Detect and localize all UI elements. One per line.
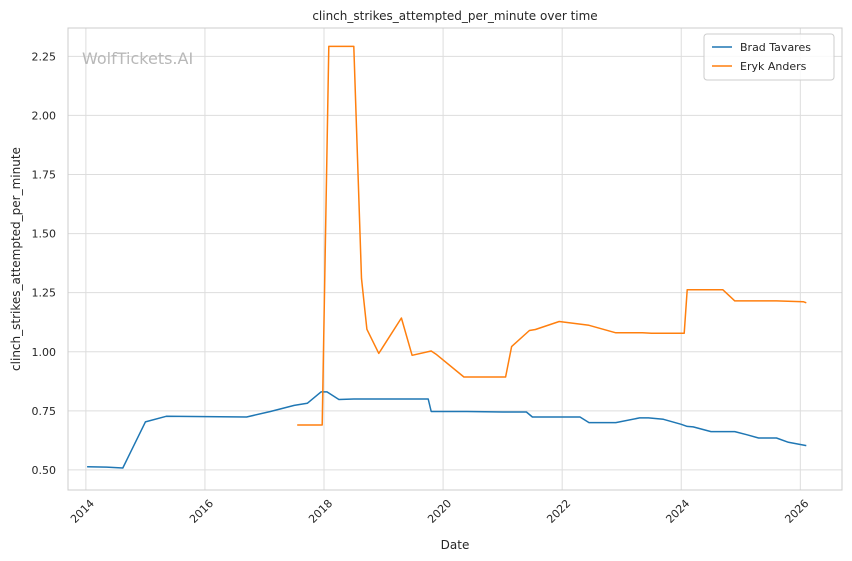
y-tick-label: 2.25 [32, 50, 57, 63]
plot-area-frame [67, 27, 843, 491]
y-tick-label: 1.00 [32, 346, 57, 359]
watermark: WolfTickets.AI [82, 49, 193, 68]
chart-title: clinch_strikes_attempted_per_minute over… [312, 9, 597, 23]
y-axis-label: clinch_strikes_attempted_per_minute [9, 147, 23, 371]
y-tick-label: 1.75 [32, 169, 57, 182]
y-tick-label: 0.75 [32, 405, 57, 418]
y-tick-label: 1.50 [32, 228, 57, 241]
x-axis-label: Date [441, 538, 470, 552]
y-tick-label: 2.00 [32, 109, 57, 122]
y-tick-label: 0.50 [32, 464, 57, 477]
legend: Brad Tavares Eryk Anders [703, 33, 835, 81]
grid [68, 28, 842, 490]
series-line-0 [87, 391, 807, 469]
series-layer [87, 45, 807, 469]
y-tick-label: 1.25 [32, 287, 57, 300]
legend-label-1: Eryk Anders [740, 60, 807, 73]
y-axis-ticks: 0.50 0.75 1.00 1.25 1.50 1.75 2.00 2.25 [32, 50, 57, 477]
series-line-1 [297, 45, 807, 426]
legend-box [703, 33, 835, 81]
legend-label-0: Brad Tavares [740, 41, 811, 54]
